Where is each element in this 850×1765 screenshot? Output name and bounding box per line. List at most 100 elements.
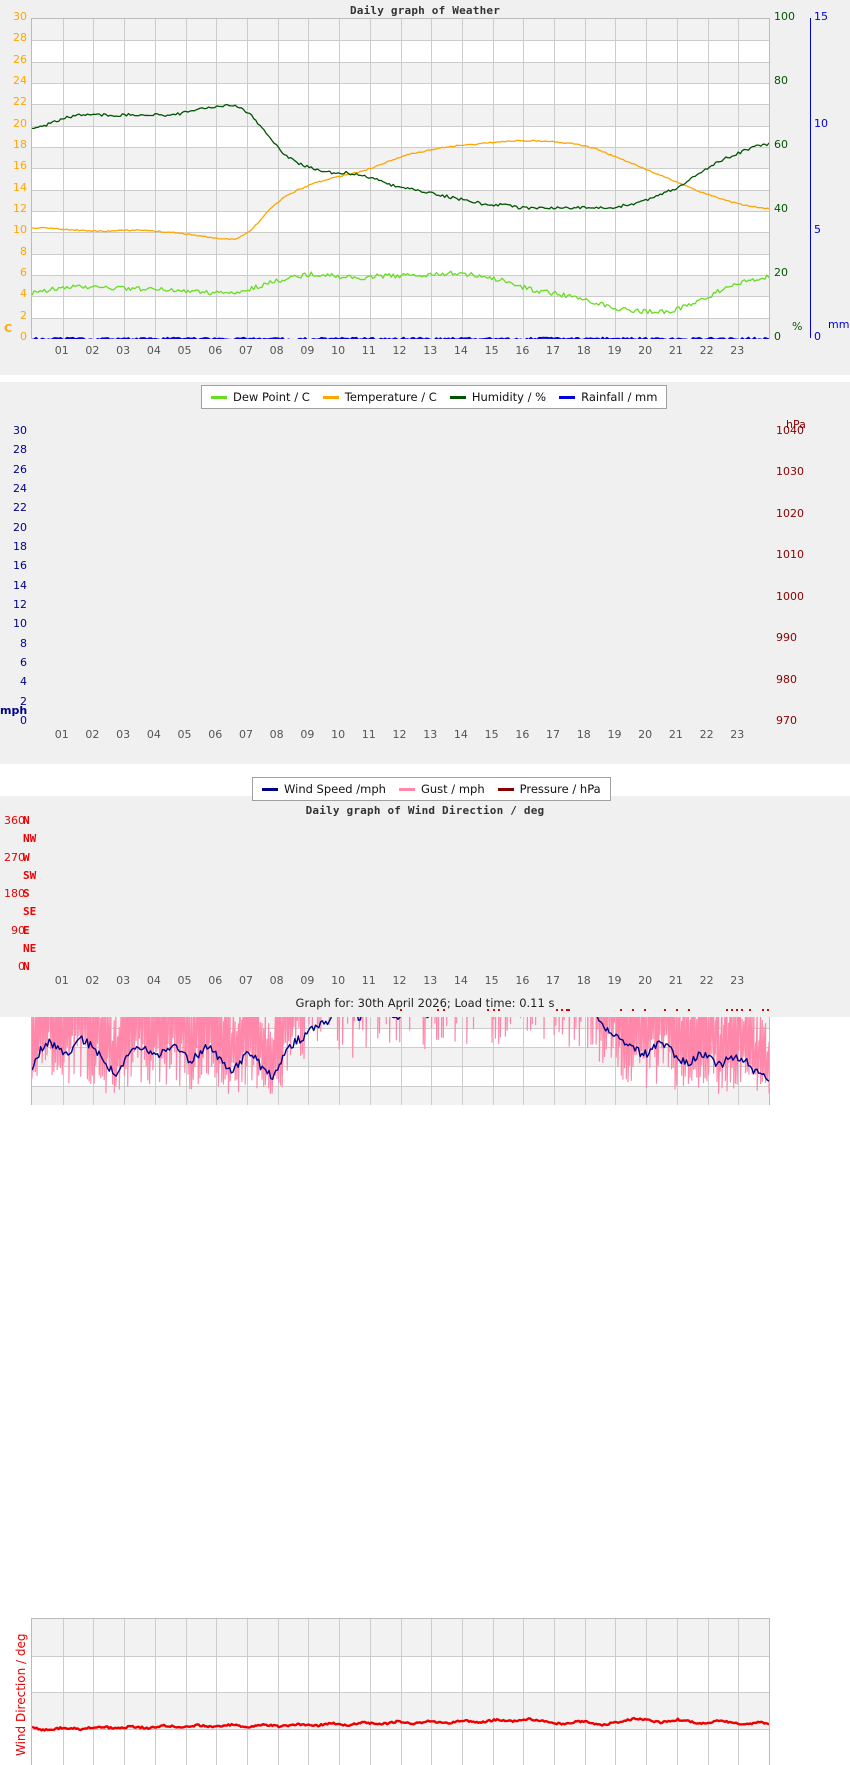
chart-3-compass-tick: N (23, 960, 30, 973)
chart-3-x-tick: 14 (453, 974, 468, 987)
chart-1-right-tick: 20 (774, 266, 788, 279)
chart-3-compass-tick: E (23, 923, 30, 937)
chart-1-x-tick: 19 (607, 344, 622, 357)
chart-3-x-tick: 02 (85, 974, 100, 987)
chart-2-x-tick: 14 (453, 728, 468, 741)
footer-dot (443, 1009, 445, 1011)
chart-2-right-tick: 980 (776, 672, 797, 686)
footer-dot-marks (0, 1007, 850, 1013)
chart-3-degree-tick: 90 (11, 923, 25, 937)
chart-1-x-tick: 09 (300, 344, 315, 357)
chart-3-title: Daily graph of Wind Direction / deg (305, 804, 545, 817)
chart-2-x-tick: 03 (116, 728, 131, 741)
chart-1-right-tick: 100 (774, 10, 795, 23)
chart-1-left-tick: 14 (13, 180, 27, 194)
chart-2-x-tick: 22 (699, 728, 714, 741)
chart-1-far-right-tick: 15 (814, 10, 828, 23)
chart-2-x-tick: 13 (423, 728, 438, 741)
chart-2-right-unit: hPa (786, 418, 806, 431)
chart-2-x-tick: 05 (177, 728, 192, 741)
footer-dot (556, 1009, 558, 1011)
chart-3-x-tick: 13 (423, 974, 438, 987)
chart-2-right-tick: 1020 (776, 506, 804, 520)
chart-2-left-tick: 6 (20, 656, 27, 669)
chart-1-x-tick: 23 (730, 344, 745, 357)
chart-3-x-tick: 22 (699, 974, 714, 987)
chart-2-x-tick: 18 (576, 728, 591, 741)
chart-1-left-unit: C (4, 322, 13, 335)
legend-swatch (449, 395, 466, 399)
legend-label: Rainfall / mm (581, 390, 658, 404)
chart-2-x-tick: 08 (269, 728, 284, 741)
chart-2-x-tick: 02 (85, 728, 100, 741)
footer-dot (437, 1009, 439, 1011)
chart-1-far-right-unit: mm (828, 318, 850, 331)
chart-1-left-tick: 0 (20, 330, 27, 343)
chart-3-x-tick: 12 (392, 974, 407, 987)
chart-1-x-tick: 05 (177, 344, 192, 357)
chart-3-compass-tick: SE (23, 905, 37, 919)
chart-3-compass-tick: W (23, 850, 30, 864)
chart-1-x-tick: 02 (85, 344, 100, 357)
chart-1-x-tick: 06 (208, 344, 223, 357)
chart-3-x-tick: 09 (300, 974, 315, 987)
chart-2-x-tick: 04 (146, 728, 161, 741)
chart-1-x-tick: 22 (699, 344, 714, 357)
chart-2-left-tick: 30 (13, 424, 27, 437)
chart-1-legend: Dew Point / C Temperature / C Humidity / %… (201, 385, 668, 409)
chart-1-x-tick: 15 (484, 344, 499, 357)
footer-dot (767, 1009, 769, 1011)
chart-1-left-tick: 16 (13, 159, 27, 173)
legend-item: Gust / mph (398, 782, 485, 796)
chart-1-right-unit: % (792, 320, 803, 333)
chart-1-left-tick: 22 (13, 95, 27, 109)
chart-1-left-tick: 2 (20, 308, 27, 322)
chart-2-x-tick: 09 (300, 728, 315, 741)
footer-dot (736, 1009, 738, 1011)
chart-2-x-tick: 10 (331, 728, 346, 741)
plot-series-layer (32, 103, 769, 339)
chart-1-x-tick: 14 (453, 344, 468, 357)
legend-item: Humidity / % (449, 390, 547, 404)
chart-1-right-tick: 80 (774, 74, 788, 87)
chart-1-left-tick: 18 (13, 138, 27, 151)
chart-2-left-tick: 20 (13, 520, 27, 534)
chart-2-legend: Wind Speed /mph Gust / mph Pressure / hPa (252, 777, 611, 801)
legend-label: Pressure / hPa (519, 782, 601, 796)
legend-label: Temperature / C (344, 390, 437, 404)
footer-dot (664, 1009, 666, 1011)
chart-2-x-tick: 21 (668, 728, 683, 741)
chart-2-left-tick: 24 (13, 482, 27, 495)
chart-1-left-tick: 20 (13, 116, 27, 130)
chart-1-x-tick: 21 (668, 344, 683, 357)
footer-dot (493, 1009, 495, 1011)
legend-label: Gust / mph (420, 782, 485, 796)
legend-label: Humidity / % (471, 390, 547, 404)
chart-1-x-tick: 07 (238, 344, 253, 357)
chart-3-x-tick: 08 (269, 974, 284, 987)
footer-dot (644, 1009, 646, 1011)
footer-dot (400, 1009, 402, 1011)
chart-2-x-tick: 01 (54, 728, 69, 741)
chart-3-x-tick: 21 (668, 974, 683, 987)
chart-2-left-tick: 16 (13, 559, 27, 573)
chart-1-x-tick: 03 (116, 344, 131, 357)
footer-dot (762, 1009, 764, 1011)
chart-3-x-tick: 20 (638, 974, 653, 987)
chart-2-left-tick: 28 (13, 443, 27, 457)
chart-3-degree-tick: 0 (18, 960, 25, 973)
chart-2-right-tick: 1040 (776, 424, 804, 437)
legend-swatch (497, 787, 514, 791)
chart-3-degree-tick: 180 (4, 887, 25, 900)
chart-3-plot-area (31, 1618, 770, 1765)
chart-3-compass-tick: S (23, 887, 30, 900)
chart-1-plot-area (31, 18, 770, 339)
chart-1-title: Daily graph of Weather (349, 4, 501, 17)
chart-1-left-tick: 24 (13, 74, 27, 87)
chart-1-x-tick: 18 (576, 344, 591, 357)
chart-1-right-tick: 40 (774, 202, 788, 215)
legend-swatch (559, 395, 576, 399)
chart-2-left-tick: 8 (20, 636, 27, 650)
chart-3-x-tick: 01 (54, 974, 69, 987)
